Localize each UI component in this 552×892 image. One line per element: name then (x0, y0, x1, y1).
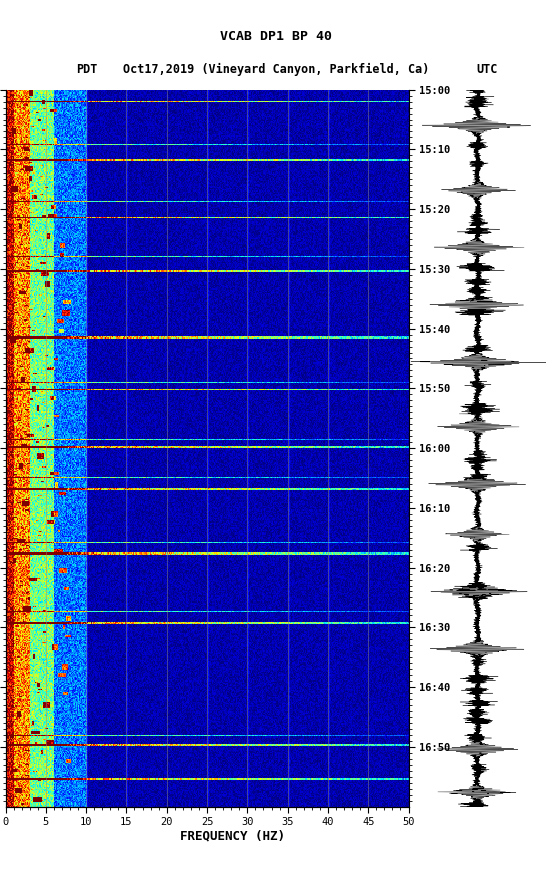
Polygon shape (8, 16, 28, 36)
Text: PDT: PDT (76, 63, 97, 76)
Text: Oct17,2019 (Vineyard Canyon, Parkfield, Ca): Oct17,2019 (Vineyard Canyon, Parkfield, … (123, 63, 429, 77)
Text: UTC: UTC (476, 63, 497, 76)
Text: USGS: USGS (18, 41, 43, 51)
Text: VCAB DP1 BP 40: VCAB DP1 BP 40 (220, 30, 332, 43)
Text: FREQUENCY (HZ): FREQUENCY (HZ) (180, 830, 285, 842)
